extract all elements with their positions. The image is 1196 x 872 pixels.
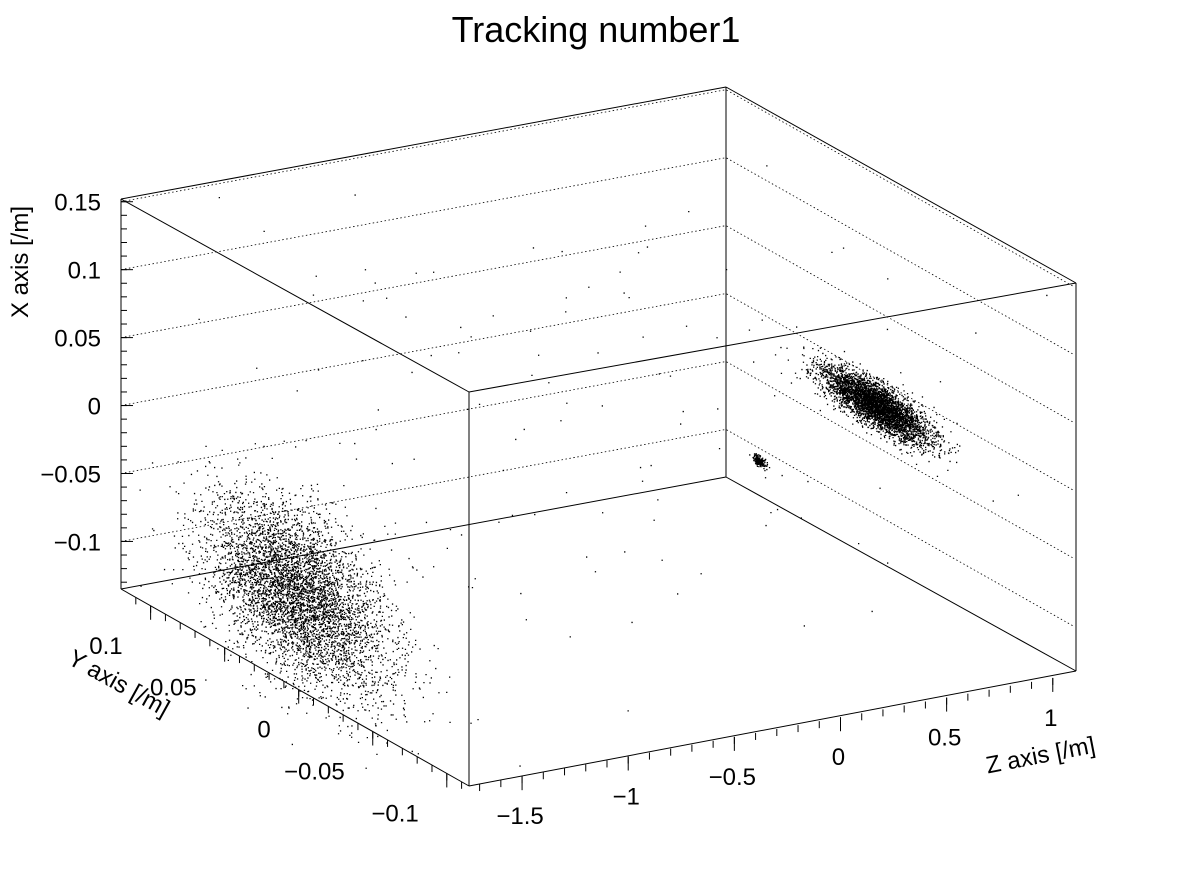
- x-gridline: [120, 157, 1075, 356]
- point-cluster-0: [139, 440, 479, 769]
- z-tick-label: 0.5: [928, 725, 961, 752]
- x-gridline: [120, 225, 1075, 423]
- x-gridlines: [120, 89, 1075, 627]
- y-tick-label: −0.1: [371, 800, 418, 827]
- z-tick-label: 0: [832, 744, 845, 771]
- chart-title: Tracking number1: [452, 9, 741, 50]
- z-tick-label: 1: [1044, 705, 1057, 732]
- point-cluster-1: [761, 319, 961, 471]
- x-gridline: [120, 293, 1075, 491]
- z-tick-label: −1.5: [496, 803, 543, 830]
- x-tick-label: 0.15: [54, 190, 101, 217]
- x-gridline: [120, 89, 1075, 288]
- x-tick-label: −0.1: [54, 529, 101, 556]
- axis-ticks: [121, 201, 1054, 792]
- x-axis-label: X axis [/m]: [7, 206, 34, 318]
- point-cluster-2: [752, 453, 771, 472]
- x-gridline: [120, 429, 1075, 627]
- x-tick-label: −0.05: [40, 461, 101, 488]
- y-tick-label: −0.05: [284, 759, 345, 786]
- z-tick-label: −1: [613, 784, 640, 811]
- scatter-points: [139, 165, 1048, 769]
- y-tick-label: 0: [257, 717, 270, 744]
- y-tick-label: 0.1: [89, 633, 122, 660]
- x-tick-label: 0: [88, 394, 101, 421]
- x-gridline: [120, 361, 1075, 559]
- y-tick-label: 0.05: [150, 675, 197, 702]
- x-tick-label: 0.05: [54, 326, 101, 353]
- x-tick-label: 0.1: [68, 258, 101, 285]
- tick-labels: 0.15 0.1 0.05 0 −0.05 −0.1 0.1 0.05 0 −0.05 −0.1 −1…: [40, 190, 1057, 830]
- z-tick-label: −0.5: [709, 764, 756, 791]
